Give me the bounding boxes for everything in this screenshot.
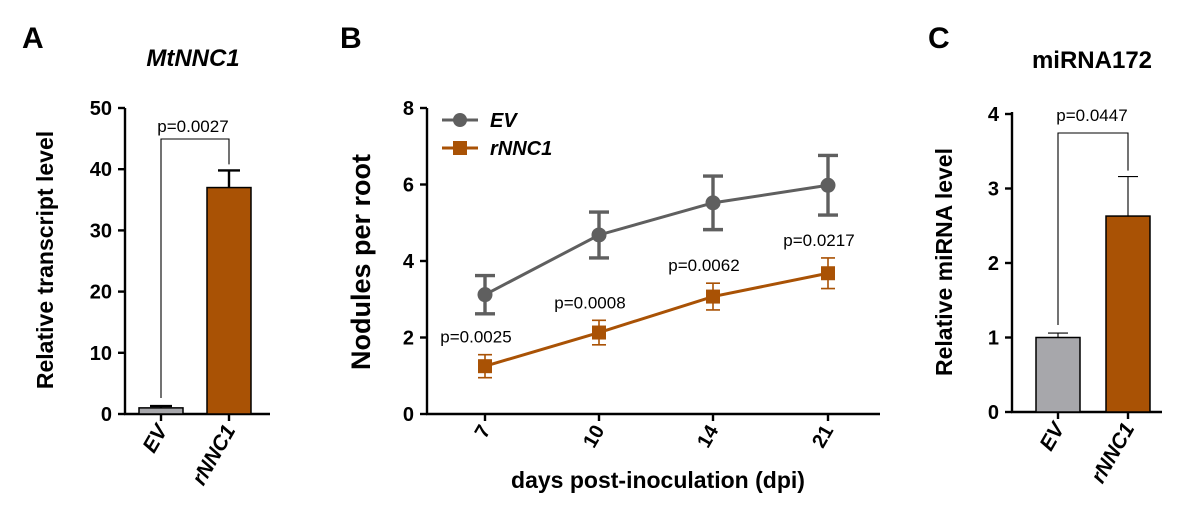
- ev-point-14: [705, 195, 721, 211]
- panel-c-p-value: p=0.0447: [1056, 106, 1127, 125]
- ev-point-21: [820, 177, 836, 193]
- panel-a-y-label: Relative transcript level: [32, 131, 58, 389]
- panel-c-bar-rnnc1: [1105, 215, 1151, 413]
- panel-c-category-ev: EV: [1035, 417, 1070, 454]
- panel-a-error-rnnc1: [218, 169, 240, 188]
- panel-b-x-label: days post-inoculation (dpi): [511, 467, 805, 493]
- ev-point-7: [477, 287, 493, 303]
- rnnc1-point-21: [821, 266, 835, 281]
- panel-a-y-tick-label-1: 10: [90, 343, 112, 365]
- panel-c-y-tick-label-3: 3: [988, 179, 999, 201]
- panel-a-error-ev: [150, 404, 172, 408]
- panel-letter-b: B: [340, 22, 362, 55]
- rnnc1-series-line: [484, 271, 829, 368]
- panel-c-title: miRNA172: [1032, 47, 1152, 74]
- panel-b-x-tick-label-7: 7: [471, 422, 496, 443]
- panel-a: A MtNNC1 Relative transcript level 0 10 …: [22, 22, 270, 489]
- panel-b: B Nodules per root days post-inoculation…: [340, 22, 880, 493]
- panel-c-error-rnnc1: [1118, 176, 1138, 217]
- panel-b-y-tick-label-2: 4: [403, 251, 415, 273]
- panel-b-p-value-7: p=0.0025: [440, 328, 511, 347]
- panel-a-title: MtNNC1: [146, 45, 239, 72]
- panel-a-y-tick-label-4: 40: [90, 159, 112, 181]
- panel-a-y-tick-label-3: 30: [90, 220, 112, 242]
- panel-c-y-tick-label-4: 4: [988, 104, 1000, 126]
- rnnc1-point-7: [478, 359, 492, 374]
- panel-b-y-tick-label-1: 2: [403, 328, 414, 350]
- panel-c-significance-bracket: [1057, 132, 1129, 326]
- ev-point-10: [591, 227, 607, 243]
- panel-a-category-ev: EV: [138, 419, 173, 456]
- panel-b-y-tick-label-3: 6: [403, 175, 414, 197]
- panel-b-y-tick-label-0: 0: [403, 404, 414, 426]
- panel-c-y-tick-label-0: 0: [988, 402, 999, 424]
- panel-a-bar-rnnc1: [206, 186, 252, 415]
- panel-a-category-rnnc1: rNNC1: [188, 421, 241, 489]
- panel-b-p-value-14: p=0.0062: [668, 256, 739, 275]
- panel-c-y-tick-label-2: 2: [988, 253, 999, 275]
- ev-series-line: [484, 183, 829, 296]
- panel-a-significance-bracket: [160, 138, 230, 399]
- panel-b-x-tick-label-14: 14: [693, 421, 724, 452]
- panel-b-y-label: Nodules per root: [346, 154, 376, 370]
- panel-a-y-tick-label-0: 0: [101, 404, 112, 426]
- panel-c-bar-ev: [1035, 336, 1081, 413]
- rnnc1-point-10: [592, 325, 606, 340]
- panel-a-p-value: p=0.0027: [157, 117, 228, 136]
- panel-b-p-value-10: p=0.0008: [554, 293, 625, 312]
- panel-letter-c: C: [928, 22, 950, 55]
- panel-c-error-ev: [1048, 332, 1068, 338]
- rnnc1-point-14: [706, 289, 720, 304]
- panel-b-y-tick-label-4: 8: [403, 98, 414, 120]
- panel-b-p-value-21: p=0.0217: [783, 231, 854, 250]
- panel-a-y-tick-label-2: 20: [90, 282, 112, 304]
- panel-a-bar-ev: [138, 407, 184, 415]
- legend-rnnc1-marker: [453, 141, 467, 155]
- legend-ev-marker: [453, 113, 467, 127]
- panel-c-y-tick-label-1: 1: [988, 328, 999, 350]
- legend-ev-label: EV: [490, 110, 518, 132]
- panel-b-x-tick-label-21: 21: [808, 422, 838, 452]
- legend-rnnc1-label: rNNC1: [490, 138, 552, 160]
- panel-letter-a: A: [22, 22, 44, 55]
- panel-b-x-tick-label-10: 10: [579, 422, 609, 452]
- panel-a-y-tick-label-5: 50: [90, 98, 112, 120]
- panel-c: C miRNA172 Relative miRNA level 0 1 2 3 …: [928, 22, 1162, 487]
- panel-b-legend: EV rNNC1: [442, 110, 552, 160]
- panel-c-y-label: Relative miRNA level: [931, 148, 957, 376]
- panel-c-category-rnnc1: rNNC1: [1087, 419, 1140, 487]
